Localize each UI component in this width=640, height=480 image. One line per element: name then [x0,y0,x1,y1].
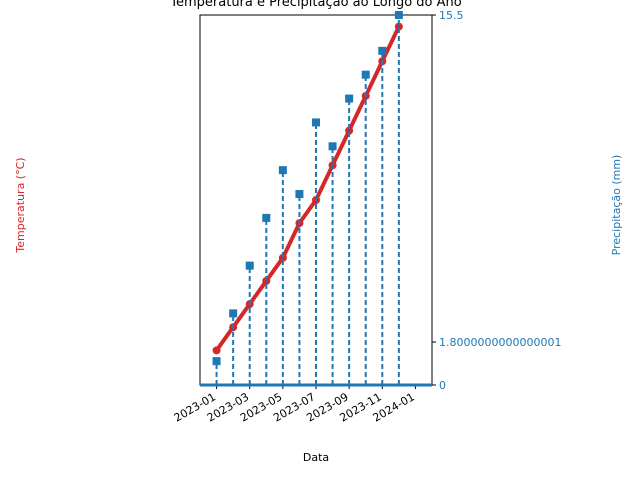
y2-tick-label: 15.5 [439,9,464,22]
precip-marker [245,261,254,270]
precip-marker [378,46,387,55]
temp-line [214,25,401,352]
x-axis-label: Data [303,451,329,464]
temp-marker [278,253,287,262]
y2-axis-label: Precipitação (mm) [610,155,623,256]
precip-marker [262,213,271,222]
precip-marker [312,118,320,127]
precip-marker [295,190,304,199]
precip-marker [212,357,221,366]
y2-tick-label: 1.8000000000000001 [439,336,561,349]
temp-marker [394,22,403,31]
y-axis-label: Temperatura (°C) [14,157,27,253]
temp-marker [345,126,354,135]
y2-tick-label: 0 [439,379,446,392]
precip-marker [394,11,403,19]
temp-marker [212,346,221,355]
chart-title: Temperatura e Precipitação ao Longo do A… [169,0,461,10]
precip-marker [278,166,287,175]
precip-marker [328,142,337,151]
precip-marker [345,94,354,103]
precip-marker [229,309,238,318]
precip-marker [361,70,370,79]
